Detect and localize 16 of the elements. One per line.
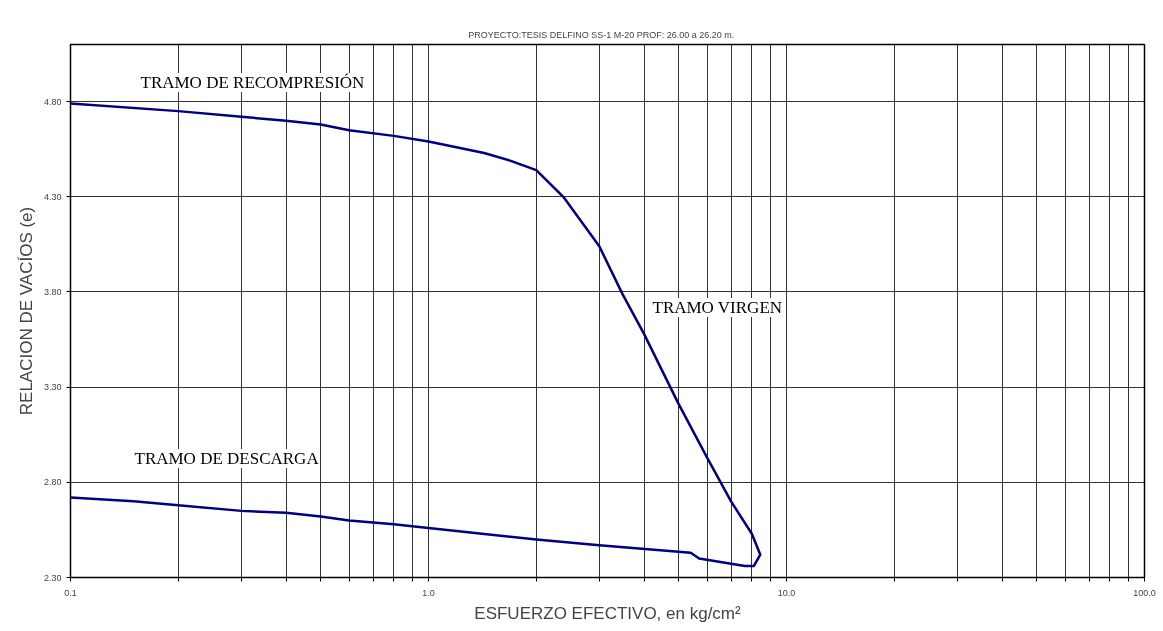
annotation: TRAMO DE RECOMPRESIÓN [140, 73, 365, 92]
annotation: TRAMO DE DESCARGA [134, 449, 320, 468]
x-tick-label: 10.0 [777, 587, 796, 598]
x-tick-label: 100.0 [1133, 587, 1156, 598]
y-tick-label: 2.30 [43, 572, 62, 583]
y-tick-label: 3.30 [43, 382, 62, 393]
x-tick-label: 0.1 [64, 587, 77, 598]
y-tick-label: 2.80 [43, 477, 62, 488]
y-tick-label: 3.80 [43, 286, 62, 297]
annotation: TRAMO VIRGEN [652, 298, 783, 317]
y-tick-label: 4.80 [43, 96, 62, 107]
x-tick-label: 1.0 [422, 587, 435, 598]
chart-title: PROYECTO:TESIS DELFINO SS-1 M-20 PROF: 26.00 a 26.20 m. [468, 29, 735, 40]
y-axis-title: RELACION DE VACÍOS (e) [16, 206, 36, 416]
x-axis-title: ESFUERZO EFECTIVO, en kg/cm² [474, 603, 742, 623]
y-tick-label: 4.30 [43, 191, 62, 202]
